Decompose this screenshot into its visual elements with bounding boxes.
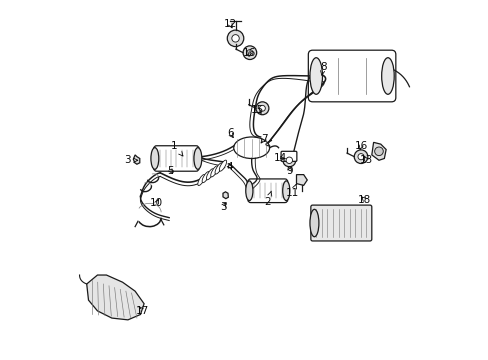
Text: 16: 16: [354, 141, 367, 151]
Ellipse shape: [309, 209, 318, 237]
Ellipse shape: [194, 148, 202, 169]
Polygon shape: [86, 275, 144, 320]
FancyBboxPatch shape: [247, 179, 287, 203]
Circle shape: [374, 147, 383, 156]
Text: 9: 9: [285, 166, 292, 176]
Text: 17: 17: [135, 306, 149, 316]
Text: 2: 2: [264, 191, 271, 207]
Text: 12: 12: [223, 19, 236, 29]
Circle shape: [227, 30, 244, 46]
Text: 3: 3: [124, 155, 138, 165]
Text: 16: 16: [243, 48, 256, 58]
Polygon shape: [296, 175, 306, 185]
Ellipse shape: [219, 160, 226, 171]
Text: 14: 14: [273, 153, 286, 163]
Text: 10: 10: [150, 198, 163, 208]
Text: 18: 18: [357, 195, 370, 205]
Circle shape: [259, 105, 265, 111]
Ellipse shape: [206, 169, 213, 180]
Circle shape: [357, 154, 364, 160]
Ellipse shape: [282, 181, 289, 201]
Text: 1: 1: [171, 141, 183, 156]
Ellipse shape: [198, 175, 204, 185]
FancyBboxPatch shape: [308, 50, 395, 102]
Ellipse shape: [210, 166, 218, 177]
Circle shape: [285, 157, 292, 163]
Text: 6: 6: [226, 129, 233, 138]
Polygon shape: [371, 142, 386, 160]
Circle shape: [231, 35, 239, 42]
Text: 13: 13: [359, 155, 372, 165]
Circle shape: [243, 46, 256, 59]
Text: 4: 4: [226, 162, 233, 172]
Ellipse shape: [309, 58, 322, 94]
Ellipse shape: [151, 148, 159, 169]
Circle shape: [353, 150, 367, 163]
Circle shape: [255, 102, 268, 115]
FancyBboxPatch shape: [310, 205, 371, 241]
Ellipse shape: [245, 181, 252, 201]
Polygon shape: [223, 192, 228, 199]
Text: 5: 5: [167, 166, 174, 176]
Polygon shape: [133, 155, 140, 164]
Text: 15: 15: [250, 105, 263, 115]
Ellipse shape: [202, 172, 209, 183]
Ellipse shape: [233, 137, 269, 158]
FancyBboxPatch shape: [153, 146, 199, 171]
FancyBboxPatch shape: [281, 151, 296, 161]
Text: 11: 11: [285, 184, 299, 198]
Ellipse shape: [381, 58, 393, 94]
Circle shape: [282, 154, 295, 167]
Circle shape: [246, 50, 252, 56]
Text: 7: 7: [261, 134, 267, 144]
Ellipse shape: [215, 163, 222, 174]
Text: 8: 8: [320, 62, 326, 75]
Text: 3: 3: [219, 202, 226, 212]
